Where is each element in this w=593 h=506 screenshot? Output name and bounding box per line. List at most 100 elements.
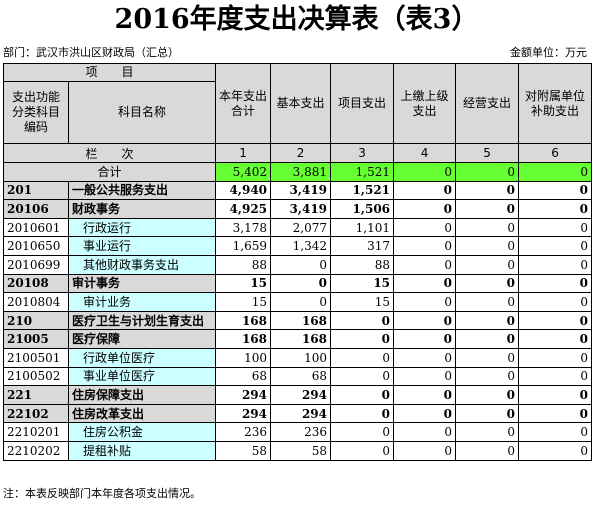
item-code: 2010804	[3, 292, 69, 312]
amount: 0	[330, 403, 395, 424]
item-name: 审计业务	[67, 292, 217, 312]
table-row: 2010601 行政运行 3,178 2,077 1,101 0 0 0	[3, 217, 593, 238]
amount: 0	[455, 162, 520, 182]
amount: 0	[455, 366, 520, 387]
department: 部门：武汉市洪山区财政局（汇总）	[3, 46, 179, 59]
amount: 0	[455, 310, 520, 331]
amount: 0	[393, 217, 457, 238]
amount: 15	[215, 292, 272, 312]
item-code: 22102	[3, 403, 69, 424]
amount: 168	[215, 310, 272, 331]
expense-table: 项 目 本年支出合计 基本支出 项目支出 上缴上级支出 经营支出 对附属单位补助支出 支出…	[2, 63, 593, 461]
amount: 0	[518, 180, 593, 201]
column-header: 对附属单位补助支出	[518, 63, 593, 144]
amount: 0	[330, 329, 395, 349]
table-row: 合计 5,402 3,881 1,521 0 0 0	[2, 162, 593, 182]
total-label: 合计	[2, 162, 217, 182]
amount: 0	[330, 347, 395, 368]
title: 2016年度支出决算表（表3）	[114, 4, 479, 35]
table-row: 2210201 住房公积金 236 236 0 0 0 0	[3, 422, 593, 442]
item-code: 221	[3, 385, 69, 405]
amount: 1,521	[330, 162, 395, 182]
item-name: 审计事务	[67, 273, 217, 294]
item-name: 事业运行	[67, 236, 217, 256]
item-code: 2100501	[3, 347, 69, 368]
item-name: 事业单位医疗	[67, 366, 217, 387]
amount: 3,881	[270, 162, 332, 182]
amount: 68	[270, 366, 332, 387]
amount: 317	[330, 236, 395, 256]
table-row: 2210202 提租补贴 58 58 0 0 0 0	[3, 440, 593, 461]
item-name: 行政单位医疗	[67, 347, 217, 368]
item-name: 提租补贴	[67, 440, 217, 461]
amount: 1,506	[330, 199, 395, 219]
amount: 0	[393, 199, 457, 219]
amount: 0	[393, 440, 457, 461]
table-row: 2010699 其他财政事务支出 88 0 88 0 0 0	[3, 254, 593, 275]
amount: 0	[393, 236, 457, 256]
amount: 58	[270, 440, 332, 461]
amount: 0	[518, 310, 593, 331]
amount: 5,402	[215, 162, 272, 182]
amount: 0	[393, 385, 457, 405]
amount: 0	[518, 254, 593, 275]
item-code: 20106	[3, 199, 69, 219]
amount: 0	[455, 385, 520, 405]
amount: 0	[330, 366, 395, 387]
table-row: 2010650 事业运行 1,659 1,342 317 0 0 0	[3, 236, 593, 256]
amount: 100	[215, 347, 272, 368]
amount: 0	[393, 273, 457, 294]
amount: 294	[270, 403, 332, 424]
amount: 0	[518, 236, 593, 256]
item-name: 医疗保障	[67, 329, 217, 349]
column-number: 2	[270, 143, 332, 163]
table-row: 2100502 事业单位医疗 68 68 0 0 0 0	[3, 366, 593, 387]
amount: 0	[518, 162, 593, 182]
amount: 1,101	[330, 217, 395, 238]
amount: 0	[518, 199, 593, 219]
column-number: 5	[455, 143, 520, 163]
amount: 0	[518, 273, 593, 294]
table-row: 201 一般公共服务支出 4,940 3,419 1,521 0 0 0	[3, 180, 593, 201]
table-row: 20106 财政事务 4,925 3,419 1,506 0 0 0	[3, 199, 593, 219]
column-number: 3	[330, 143, 395, 163]
amount: 0	[455, 440, 520, 461]
amount: 0	[393, 329, 457, 349]
amount: 0	[270, 292, 332, 312]
amount: 15	[330, 292, 395, 312]
amount: 0	[518, 292, 593, 312]
amount: 0	[455, 347, 520, 368]
amount: 2,077	[270, 217, 332, 238]
amount: 100	[270, 347, 332, 368]
amount: 0	[518, 347, 593, 368]
table-row: 21005 医疗保障 168 168 0 0 0 0	[3, 329, 593, 349]
amount: 0	[393, 162, 457, 182]
amount: 1,659	[215, 236, 272, 256]
item-code: 2010601	[3, 217, 69, 238]
table-row: 221 住房保障支出 294 294 0 0 0 0	[3, 385, 593, 405]
amount: 58	[215, 440, 272, 461]
amount: 0	[455, 217, 520, 238]
amount: 88	[330, 254, 395, 275]
amount: 88	[215, 254, 272, 275]
item-name: 住房改革支出	[67, 403, 217, 424]
item-code: 201	[3, 180, 69, 201]
table-row: 22102 住房改革支出 294 294 0 0 0 0	[3, 403, 593, 424]
item-code: 21005	[3, 329, 69, 349]
item-code: 2210201	[3, 422, 69, 442]
amount: 0	[455, 199, 520, 219]
table-row: 2010804 审计业务 15 0 15 0 0 0	[3, 292, 593, 312]
amount: 0	[518, 329, 593, 349]
amount: 3,178	[215, 217, 272, 238]
amount: 0	[393, 347, 457, 368]
amount: 0	[393, 310, 457, 331]
amount: 0	[455, 422, 520, 442]
amount: 0	[330, 310, 395, 331]
amount: 15	[215, 273, 272, 294]
column-number: 1	[215, 143, 272, 163]
amount: 0	[455, 329, 520, 349]
seq-label: 栏 次	[2, 143, 217, 163]
amount: 0	[270, 254, 332, 275]
amount: 236	[270, 422, 332, 442]
